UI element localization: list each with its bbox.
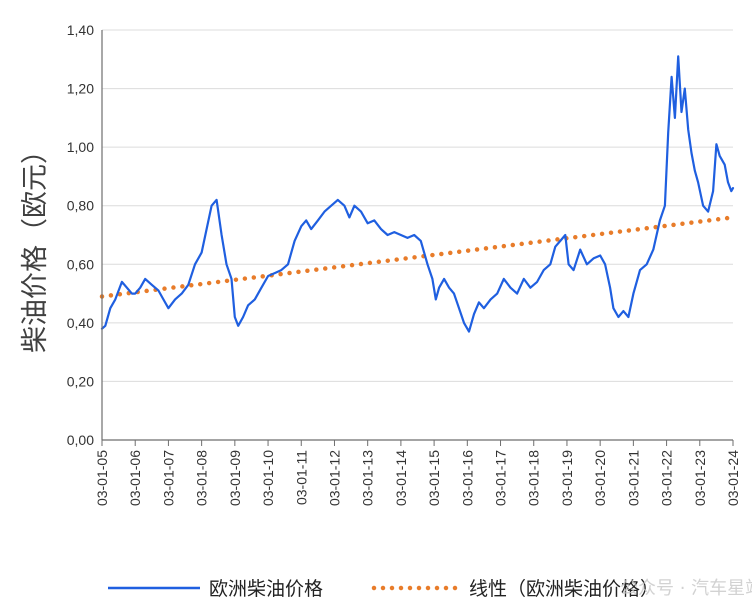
legend: 欧洲柴油价格 线性（欧洲柴油价格）: [108, 578, 659, 600]
y-tick-label: 0,60: [67, 256, 94, 272]
x-tick-label: 03-01-13: [360, 450, 376, 506]
x-tick-label: 03-01-18: [526, 450, 542, 506]
series-line-diesel-price: [100, 55, 735, 333]
y-tick-label: 0,00: [67, 432, 94, 448]
x-tick-labels: 03-01-05 03-01-06 03-01-07 03-01-08 03-01-09…: [94, 450, 741, 506]
legend-label-trend: 线性（欧洲柴油价格）: [469, 578, 659, 600]
y-tick-label: 1,20: [67, 81, 94, 97]
x-tick-label: 03-01-14: [393, 450, 409, 506]
y-tick-label: 0,80: [67, 198, 94, 214]
y-tick-label: 0,20: [67, 373, 94, 389]
y-tick-labels: 0,00 0,20 0,40 0,60 0,80 1,00 1,20 1,40: [67, 22, 94, 448]
x-tick-label: 03-01-16: [459, 450, 475, 506]
x-tick-label: 03-01-09: [227, 450, 243, 506]
x-tick-label: 03-01-07: [160, 450, 176, 506]
x-tick-label: 03-01-10: [260, 450, 276, 506]
x-tick-label: 03-01-24: [725, 450, 741, 506]
watermark: 公众号 · 汽车星站网: [620, 578, 752, 599]
y-tick-label: 1,40: [67, 22, 94, 38]
price-line-layer: [100, 55, 735, 333]
y-tick-label: 0,40: [67, 315, 94, 331]
x-tick-label: 03-01-12: [326, 450, 342, 506]
x-tick-label: 03-01-06: [127, 450, 143, 506]
x-tick-label: 03-01-20: [592, 450, 608, 506]
y-tick-label: 1,00: [67, 139, 94, 155]
x-tick-label: 03-01-21: [625, 450, 641, 506]
x-tick-label: 03-01-08: [194, 450, 210, 506]
axes: [101, 30, 734, 446]
series-line-linear-trend: [99, 215, 736, 299]
x-tick-label: 03-01-05: [94, 450, 110, 506]
x-tick-label: 03-01-17: [493, 450, 509, 506]
x-tick-label: 03-01-15: [426, 450, 442, 506]
x-tick-label: 03-01-23: [692, 450, 708, 506]
legend-label-price: 欧洲柴油价格: [209, 578, 323, 600]
grid-lines: [102, 29, 733, 382]
x-tick-label: 03-01-22: [659, 450, 675, 506]
x-tick-label: 03-01-19: [559, 450, 575, 506]
trendline-layer: [99, 215, 736, 299]
x-tick-label: 03-01-11: [293, 450, 309, 505]
y-axis-label: 柴油价格（欧元）: [20, 137, 51, 353]
